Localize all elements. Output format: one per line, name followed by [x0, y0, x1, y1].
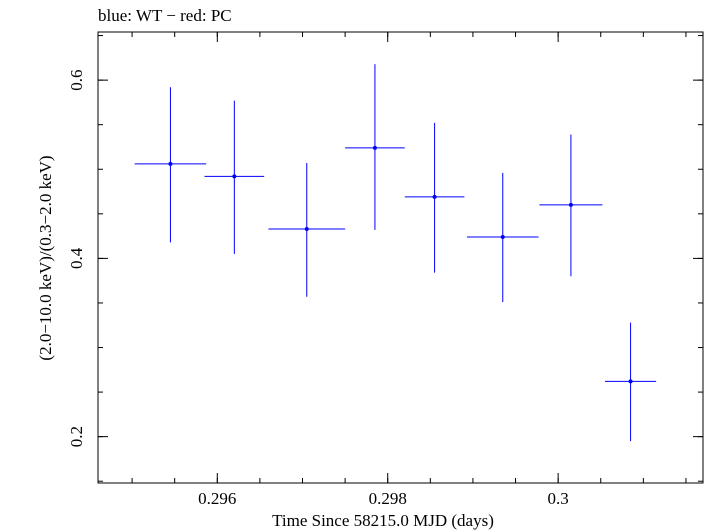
- data-marker: [304, 226, 309, 231]
- data-marker: [500, 235, 505, 239]
- axes: 0.296 0.298 0.3 0.2 0.4 0.6: [67, 32, 703, 508]
- data-marker: [168, 161, 173, 166]
- y-tick-label: 0.4: [67, 247, 86, 269]
- data-point: [539, 134, 603, 277]
- data-point: [404, 122, 465, 273]
- data-marker: [628, 379, 633, 384]
- data-point: [268, 163, 346, 297]
- data-marker: [232, 174, 237, 179]
- data-marker: [372, 145, 377, 150]
- data-marker: [432, 194, 437, 199]
- plot-frame: [97, 31, 704, 484]
- data-point: [134, 87, 207, 243]
- y-axis-label: (2.0−10.0 keV)/(0.3−2.0 keV): [36, 155, 55, 360]
- chart-title: blue: WT − red: PC: [98, 6, 232, 25]
- x-tick-label: 0.296: [198, 489, 236, 508]
- data-points: [134, 64, 657, 442]
- data-point: [345, 64, 405, 230]
- y-tick-label: 0.2: [67, 426, 86, 447]
- data-point: [605, 322, 657, 442]
- y-tick-label: 0.6: [67, 70, 86, 91]
- x-axis-label: Time Since 58215.0 MJD (days): [272, 511, 494, 530]
- data-point: [466, 172, 539, 303]
- x-tick-label: 0.298: [369, 489, 407, 508]
- data-point: [204, 100, 265, 254]
- data-marker: [568, 202, 573, 207]
- x-tick-label: 0.3: [548, 489, 569, 508]
